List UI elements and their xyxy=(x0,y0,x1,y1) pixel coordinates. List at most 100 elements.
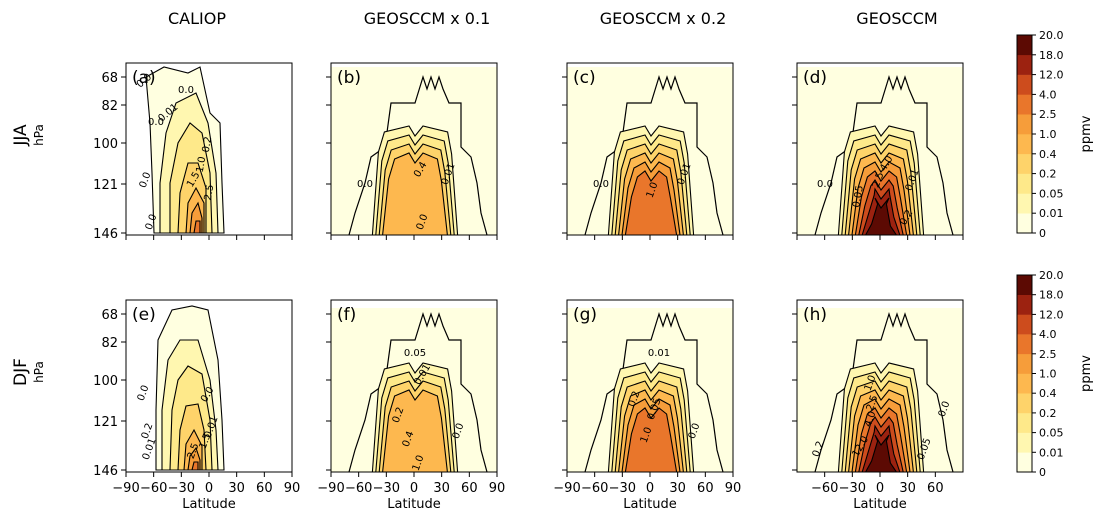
y-tick-label: 68 xyxy=(101,308,118,323)
row-unit-jja: hPa xyxy=(32,124,46,146)
panel-field: 0.050.010.20.41.00.0 xyxy=(331,308,497,472)
x-tick-label: 90 xyxy=(284,481,301,496)
contour-label: 1.0 xyxy=(639,426,655,445)
colorbar-tick-label: 0.01 xyxy=(1039,207,1064,220)
contour-label: 0.0 xyxy=(148,117,164,128)
contour-line-outer xyxy=(814,312,954,472)
contour-label: 1.0 xyxy=(863,374,879,393)
contour-label: 0.0 xyxy=(357,179,373,190)
colorbar-swatch xyxy=(1017,134,1032,155)
x-tick-label: 0 xyxy=(876,481,884,496)
panel-letter: (g) xyxy=(573,305,597,325)
colorbar-label: ppmv xyxy=(1079,355,1093,392)
contour-label: 0.0 xyxy=(451,422,467,441)
contour-band-level-4 xyxy=(382,152,448,235)
panel-letter: (a) xyxy=(132,68,156,88)
colorbar-tick-label: 20.0 xyxy=(1039,269,1064,282)
contour-label: 0.2 xyxy=(627,390,643,409)
x-tick-label: 60 xyxy=(927,481,944,496)
y-tick-label: 121 xyxy=(93,415,118,430)
panel-letter: (d) xyxy=(803,68,827,88)
x-tick-label: 0 xyxy=(205,481,213,496)
colorbar-swatch xyxy=(1017,373,1032,394)
contour-band-level-6 xyxy=(624,407,678,472)
colorbar-tick-label: 1.0 xyxy=(1039,128,1057,141)
contour-band-level-9 xyxy=(864,434,898,472)
contour-label: 0.05 xyxy=(404,348,426,359)
panel-grid: 0.00.00.010.00.20.00.01.01.52.5(a)688210… xyxy=(93,62,964,512)
colorbar-label: ppmv xyxy=(1079,115,1093,152)
panel-e: 0.0 0.00.010.2 0.012.51.5(e)6882100121146−… xyxy=(93,299,301,512)
contour-line-outer xyxy=(348,312,488,472)
x-tick-label: 30 xyxy=(228,481,245,496)
colorbar-tick-label: 1.0 xyxy=(1039,368,1057,381)
colorbar-swatch xyxy=(1017,74,1032,95)
x-axis-label: Latitude xyxy=(182,497,236,512)
panel-field: 1.02.54.012.00.2 0.050.0 xyxy=(797,308,963,472)
colorbar-jja: 0 0.01 0.05 0.2 0.4 1.0 2.5 4.0 12.0 18.0 20.0 ppmv xyxy=(1016,29,1093,240)
colorbar-tick-label: 18.0 xyxy=(1039,49,1064,62)
contour-band-level-4 xyxy=(382,389,448,472)
x-tick-label: −30 xyxy=(839,481,866,496)
contour-band-level-6 xyxy=(191,461,199,471)
panel-field: 0.00.052.54.00.010.2 xyxy=(797,67,963,235)
row-unit-djf: hPa xyxy=(32,361,46,383)
colorbar-swatch xyxy=(1017,353,1032,374)
x-tick-label: 30 xyxy=(669,481,686,496)
colorbar-swatch xyxy=(1017,412,1032,433)
panel-letter: (c) xyxy=(573,68,596,88)
y-tick-label: 68 xyxy=(101,71,118,86)
x-tick-label: 60 xyxy=(697,481,714,496)
colorbar-swatch xyxy=(1017,114,1032,135)
colorbar-swatch xyxy=(1017,35,1032,56)
x-tick-label: −30 xyxy=(168,481,195,496)
y-tick-label: 100 xyxy=(93,137,118,152)
contour-label: 0.2 xyxy=(140,422,156,441)
contour-label: 1.5 xyxy=(198,432,214,451)
contour-label: 0.0 xyxy=(144,213,160,232)
panel-field: 0.010.2 0.051.0 0.0 xyxy=(567,308,733,472)
y-tick-label: 82 xyxy=(101,99,118,114)
x-tick-label: −60 xyxy=(345,481,372,496)
contour-label: 2.5 xyxy=(186,442,202,461)
contour-label: 0.0 xyxy=(415,213,431,232)
contour-label: 0.0 xyxy=(138,171,154,190)
colorbar-tick-label: 0.2 xyxy=(1039,407,1057,420)
contour-label: 4.0 xyxy=(863,410,879,429)
contour-line-outer xyxy=(584,312,724,472)
contour-label: 0.0 xyxy=(687,422,703,441)
contour-label: 0.0 xyxy=(593,179,609,190)
colorbars: 0 0.01 0.05 0.2 0.4 1.0 2.5 4.0 12.0 18.0 20.0 ppmv… xyxy=(1016,29,1093,479)
y-tick-label: 100 xyxy=(93,374,118,389)
panel-title-caliop: CALIOP xyxy=(168,9,226,28)
y-tick-label: 121 xyxy=(93,178,118,193)
contour-label: 0.01 xyxy=(648,348,670,359)
x-tick-label: 30 xyxy=(433,481,450,496)
contour-label: 0.0 xyxy=(178,85,194,96)
colorbar-tick-label: 0 xyxy=(1039,227,1046,240)
colorbar-swatch xyxy=(1017,173,1032,194)
panel-field: 0.00.00.010.00.20.00.01.01.52.5 xyxy=(135,66,225,234)
contour-label: 1.0 xyxy=(195,156,209,174)
y-tick-label: 146 xyxy=(93,464,118,479)
x-tick-label: 0 xyxy=(410,481,418,496)
contour-label: 2.5 xyxy=(865,394,881,413)
contour-label: 1.0 xyxy=(411,454,427,473)
panel-title-geosccm-x02: GEOSCCM x 0.2 xyxy=(600,9,727,28)
x-tick-label: 0 xyxy=(646,481,654,496)
x-axis-label: Latitude xyxy=(387,497,441,512)
colorbar-swatch xyxy=(1017,213,1032,234)
x-axis-label: Latitude xyxy=(623,497,677,512)
panel-title-geosccm-x01: GEOSCCM x 0.1 xyxy=(364,9,491,28)
colorbar-swatch xyxy=(1017,294,1032,315)
colorbar-tick-label: 0.2 xyxy=(1039,168,1057,181)
x-tick-label: 60 xyxy=(461,481,478,496)
contour-line-outer xyxy=(814,75,954,235)
panel-f: 0.050.010.20.41.00.0(f)−90 −60 −30 0 30 60 90L… xyxy=(317,299,505,512)
x-tick-label: −90 xyxy=(112,481,139,496)
contour-label: 0.05 xyxy=(851,185,866,209)
colorbar-tick-label: 0 xyxy=(1039,466,1046,479)
contour-line-outer xyxy=(584,75,724,235)
panel-h: 1.02.54.012.00.2 0.050.0(h)−60 −30 0 30 60Lat… xyxy=(792,299,964,512)
panel-letter: (b) xyxy=(337,68,361,88)
